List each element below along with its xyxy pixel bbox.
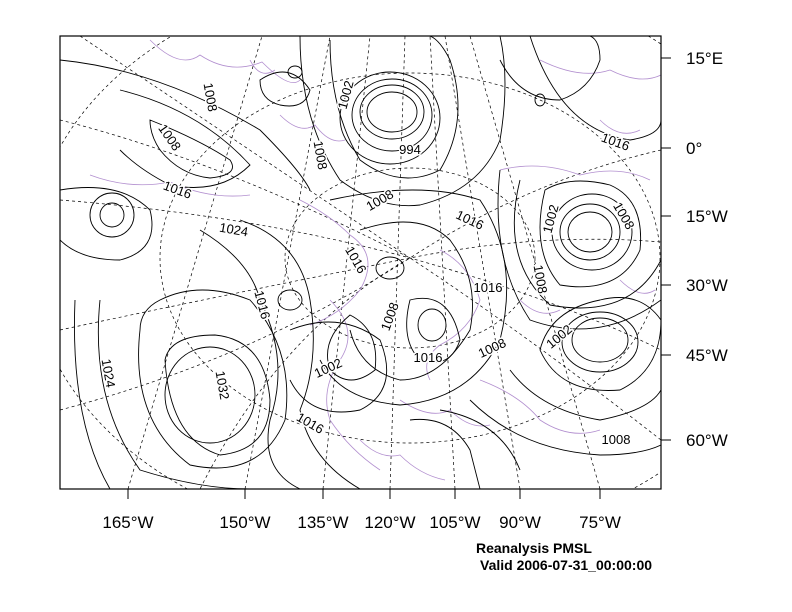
lon-label-135w: 135°W: [297, 513, 348, 532]
high-center-1032: [164, 346, 256, 444]
lat-label-15w: 15°W: [686, 207, 728, 226]
contour-label: 1008: [602, 432, 631, 447]
graticule-lines: [60, 36, 661, 489]
contour-label: 1024: [218, 220, 249, 240]
contour-label: 994: [399, 142, 421, 157]
lon-label-75w: 75°W: [579, 513, 621, 532]
lat-label-15e: 15°E: [686, 49, 723, 68]
lat-label-60w: 60°W: [686, 431, 728, 450]
bottom-axis-ticks: [127, 489, 601, 499]
low-center-southeast: [571, 317, 629, 363]
map-background: [60, 36, 661, 489]
contour-label: 1016: [474, 280, 503, 295]
right-axis-ticks: [661, 57, 671, 441]
lon-label-150w: 150°W: [219, 513, 270, 532]
lon-label-120w: 120°W: [364, 513, 415, 532]
lat-label-45w: 45°W: [686, 346, 728, 365]
contour-label: 1016: [414, 350, 443, 365]
bottom-axis-labels: 165°W 150°W 135°W 120°W 105°W 90°W 75°W: [102, 513, 620, 532]
contour-label: 1008: [531, 264, 551, 295]
right-axis-labels: 15°E 0° 15°W 30°W 45°W 60°W: [686, 49, 728, 450]
contour-label: 1008: [311, 140, 331, 171]
lon-label-105w: 105°W: [429, 513, 480, 532]
coastline-lines: [89, 39, 661, 481]
low-center-994: [366, 91, 418, 133]
lon-label-165w: 165°W: [102, 513, 153, 532]
contour-label: 1024: [99, 358, 119, 389]
contour-label: 1008: [201, 82, 221, 113]
contour-label: 1032: [213, 370, 233, 401]
map-frame: [59, 35, 662, 490]
lon-label-90w: 90°W: [499, 513, 541, 532]
low-center-east: [567, 211, 613, 253]
lat-label-0: 0°: [686, 139, 702, 158]
valid-time: Valid 2006-07-31_00:00:00: [480, 557, 653, 573]
lat-label-30w: 30°W: [686, 276, 728, 295]
plot-title: Reanalysis PMSL: [476, 540, 592, 556]
